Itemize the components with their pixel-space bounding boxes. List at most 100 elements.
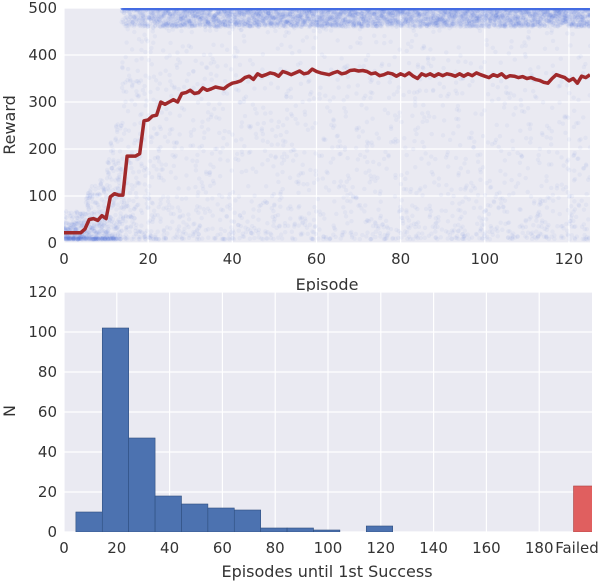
scatter-point — [149, 16, 154, 22]
scatter-point — [323, 137, 328, 142]
scatter-point — [262, 86, 268, 91]
scatter-point — [91, 234, 96, 239]
scatter-point — [134, 22, 139, 27]
scatter-point — [101, 223, 107, 228]
scatter-point — [98, 236, 104, 241]
scatter-point — [71, 235, 76, 240]
scatter-point — [386, 230, 391, 236]
scatter-point — [75, 237, 81, 242]
scatter-point — [128, 14, 133, 20]
scatter-point — [95, 221, 100, 227]
scatter-point — [148, 16, 153, 21]
scatter-point — [92, 192, 98, 197]
scatter-point — [133, 190, 139, 196]
scatter-point — [181, 107, 187, 112]
scatter-point — [91, 225, 96, 230]
scatter-point — [140, 10, 146, 15]
scatter-point — [207, 28, 213, 33]
scatter-point — [263, 184, 269, 189]
scatter-point — [311, 96, 317, 101]
scatter-point — [140, 17, 146, 22]
scatter-point — [150, 135, 155, 140]
scatter-point — [317, 91, 322, 97]
scatter-point — [151, 25, 156, 31]
scatter-point — [149, 213, 155, 218]
scatter-point — [108, 218, 113, 224]
scatter-point — [121, 89, 126, 94]
scatter-point — [428, 63, 434, 69]
scatter-point — [208, 114, 214, 120]
scatter-point — [75, 236, 81, 242]
scatter-point — [116, 172, 122, 178]
scatter-point — [90, 237, 96, 242]
scatter-point — [327, 98, 333, 104]
scatter-point — [358, 152, 363, 158]
scatter-point — [132, 102, 138, 107]
scatter-point — [214, 73, 219, 78]
scatter-point — [217, 130, 222, 136]
scatter-point — [460, 224, 465, 229]
scatter-point — [151, 215, 156, 220]
scatter-point — [77, 214, 82, 219]
scatter-point — [69, 221, 75, 226]
scatter-point — [285, 223, 291, 229]
scatter-point — [218, 226, 224, 232]
scatter-point — [453, 80, 459, 85]
scatter-point — [97, 223, 102, 228]
scatter-point — [163, 68, 168, 73]
scatter-point — [110, 231, 116, 237]
scatter-point — [190, 143, 196, 148]
scatter-point — [78, 236, 84, 242]
scatter-point — [330, 145, 335, 150]
scatter-point — [310, 125, 315, 130]
scatter-point — [132, 13, 137, 18]
scatter-point — [111, 220, 117, 225]
scatter-point — [297, 49, 302, 54]
scatter-point — [82, 211, 87, 216]
scatter-point — [377, 191, 383, 197]
scatter-point — [94, 236, 99, 241]
scatter-point — [80, 233, 85, 238]
scatter-point — [138, 23, 143, 29]
scatter-point — [127, 78, 133, 84]
plot-background — [64, 8, 590, 243]
scatter-point — [441, 85, 447, 90]
scatter-point — [91, 228, 96, 234]
scatter-point — [127, 160, 132, 165]
scatter-point — [94, 234, 100, 240]
scatter-point — [208, 71, 214, 77]
scatter-point — [284, 129, 289, 135]
scatter-point — [75, 237, 80, 242]
scatter-point — [132, 29, 137, 35]
scatter-point — [64, 226, 70, 232]
scatter-point — [243, 168, 249, 174]
scatter-point — [413, 164, 418, 170]
scatter-point — [369, 77, 375, 83]
scatter-point — [66, 211, 71, 216]
scatter-point — [83, 235, 88, 241]
scatter-point — [263, 111, 268, 116]
scatter-point — [94, 236, 99, 241]
scatter-point — [155, 131, 160, 136]
scatter-point — [149, 10, 154, 16]
scatter-point — [338, 151, 343, 157]
scatter-point — [306, 211, 312, 216]
scatter-point — [331, 117, 336, 122]
scatter-point — [132, 14, 137, 20]
scatter-point — [123, 18, 129, 23]
scatter-point — [64, 237, 69, 242]
scatter-point — [111, 168, 116, 174]
scatter-point — [268, 81, 274, 86]
scatter-point — [397, 110, 402, 115]
scatter-point — [84, 212, 89, 217]
scatter-point — [145, 39, 150, 44]
scatter-point — [80, 214, 85, 219]
scatter-point — [171, 211, 176, 217]
scatter-point — [311, 45, 316, 51]
scatter-point — [79, 234, 84, 239]
scatter-point — [451, 228, 457, 233]
scatter-point — [230, 132, 235, 137]
scatter-point — [110, 235, 115, 240]
scatter-point — [93, 232, 99, 237]
scatter-point — [111, 236, 116, 241]
